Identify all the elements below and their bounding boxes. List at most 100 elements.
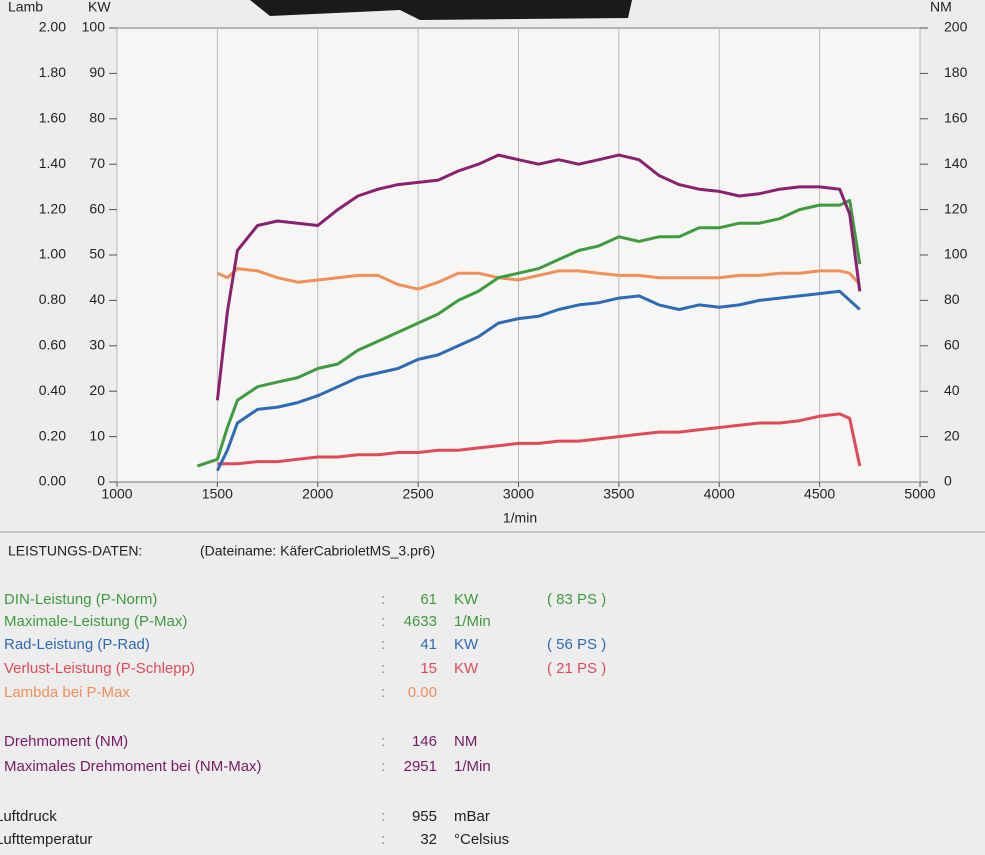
y-tick-label: 50 [89,246,105,262]
result-row: Drehmoment (NM): 146 NM [4,733,477,750]
y3-tick-label: 0.20 [39,427,66,443]
result-row: Verlust-Leistung (P-Schlepp): 15 KW ( 21 PS… [4,660,606,677]
y-tick-label: 40 [89,291,105,307]
result-row: Maximales Drehmoment bei (NM-Max): 2951 1/… [4,758,491,775]
row-label: DIN-Leistung (P-Norm) [4,591,157,608]
y2-tick-label: 80 [944,291,960,307]
row-value: 0.00 [408,684,437,701]
row-value: 32 [420,831,437,848]
row-unit: mBar [454,808,490,825]
y3-tick-label: 1.00 [39,246,66,262]
y-tick-label: 90 [89,64,105,80]
x-tick-label: 4500 [804,486,835,502]
y3-tick-label: 1.60 [39,110,66,126]
x-tick-label: 3500 [603,486,634,502]
y2-tick-label: 100 [944,246,968,262]
y3-tick-label: 0.60 [39,337,66,353]
logo [250,0,632,20]
y3-tick-label: 2.00 [39,19,66,35]
y-tick-label: 100 [82,19,106,35]
row-ps: ( 21 PS ) [547,660,606,677]
row-ps: ( 56 PS ) [547,636,606,653]
row-separator: : [381,684,385,701]
row-label: Luftdruck [0,808,57,825]
y-axis-label: KW [88,0,111,15]
y2-tick-label: 60 [944,337,960,353]
row-label: Verlust-Leistung (P-Schlepp) [4,660,195,677]
row-value: 61 [420,591,437,608]
y-tick-label: 70 [89,155,105,171]
results-heading: LEISTUNGS-DATEN: [8,543,142,559]
y-tick-label: 10 [89,427,105,443]
series-line [216,289,861,472]
y3-tick-label: 0.00 [39,473,66,489]
row-unit: 1/Min [454,758,491,775]
y2-tick-label: 0 [944,473,952,489]
y3-tick-label: 1.40 [39,155,66,171]
row-label: Lufttemperatur [0,831,93,848]
y2-tick-label: 40 [944,382,960,398]
row-value: 41 [420,636,437,653]
y-tick-label: 60 [89,200,105,216]
row-unit: °Celsius [454,831,509,848]
row-separator: : [381,831,385,848]
y3-axis-label: Lamb [8,0,43,15]
y-tick-label: 30 [89,337,105,353]
x-tick-label: 1500 [202,486,233,502]
row-separator: : [381,613,385,630]
y3-tick-label: 1.80 [39,64,66,80]
x-axis-label: 1/min [503,510,537,526]
row-value: 4633 [404,613,437,630]
row-label: Drehmoment (NM) [4,733,128,750]
result-row: Maximale-Leistung (P-Max): 4633 1/Min [4,613,491,630]
row-value: 955 [412,808,437,825]
row-separator: : [381,808,385,825]
series-line [196,199,862,468]
row-unit: KW [454,636,479,653]
y2-tick-label: 20 [944,427,960,443]
x-tick-label: 2000 [302,486,333,502]
row-label: Maximale-Leistung (P-Max) [4,613,187,630]
series-line [215,153,862,401]
y2-tick-label: 160 [944,110,968,126]
x-tick-label: 5000 [904,486,935,502]
row-value: 2951 [404,758,437,775]
y2-tick-label: 140 [944,155,968,171]
row-label: Maximales Drehmoment bei (NM-Max) [4,758,262,775]
result-row: DIN-Leistung (P-Norm): 61 KW ( 83 PS ) [4,591,606,608]
row-separator: : [381,660,385,677]
y2-tick-label: 120 [944,200,968,216]
y-tick-label: 20 [89,382,105,398]
row-label: Lambda bei P-Max [4,684,130,701]
row-value: 15 [420,660,437,677]
row-separator: : [381,758,385,775]
row-separator: : [381,591,385,608]
y2-axis-label: NM [930,0,952,15]
result-row: Rad-Leistung (P-Rad): 41 KW ( 56 PS ) [4,636,606,653]
x-tick-label: 3000 [503,486,534,502]
row-label: Rad-Leistung (P-Rad) [4,636,150,653]
result-row: Lufttemperatur: 32 °Celsius [0,831,509,848]
series-line [217,412,862,467]
row-separator: : [381,636,385,653]
result-row: Lambda bei P-Max: 0.00 [4,684,437,701]
series-line [216,267,861,291]
row-value: 146 [412,733,437,750]
row-unit: KW [454,591,479,608]
y-tick-label: 0 [97,473,105,489]
file-name: (Dateiname: KäferCabrioletMS_3.pr6) [200,543,435,559]
y3-tick-label: 0.40 [39,382,66,398]
y-tick-label: 80 [89,110,105,126]
row-ps: ( 83 PS ) [547,591,606,608]
x-tick-label: 4000 [704,486,735,502]
result-row: Luftdruck: 955 mBar [0,808,490,825]
y3-tick-label: 0.80 [39,291,66,307]
x-tick-label: 2500 [403,486,434,502]
x-tick-label: 1000 [101,486,132,502]
row-unit: 1/Min [454,613,491,630]
row-unit: NM [454,733,477,750]
row-separator: : [381,733,385,750]
y3-tick-label: 1.20 [39,200,66,216]
